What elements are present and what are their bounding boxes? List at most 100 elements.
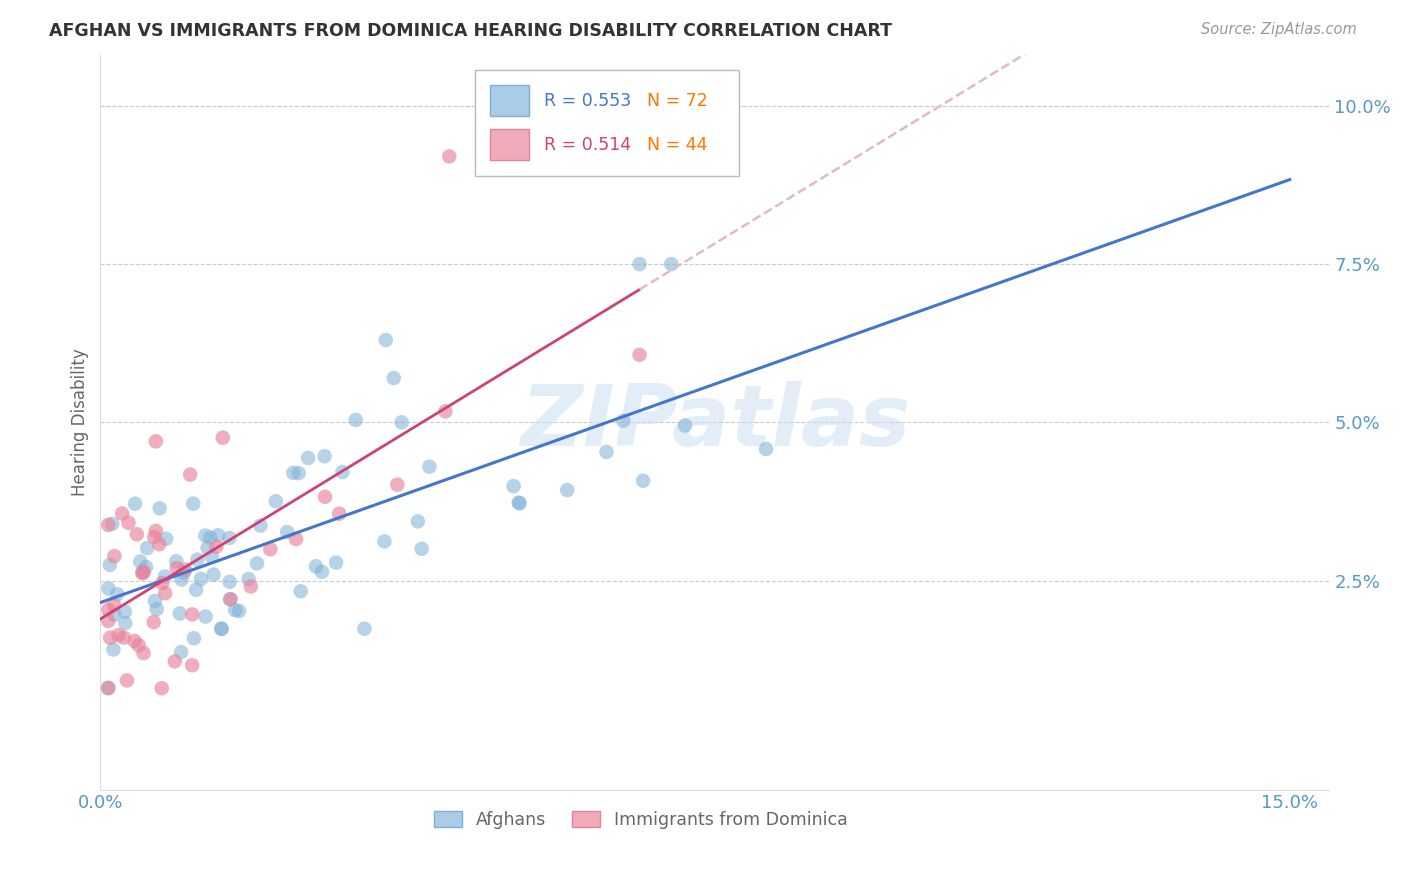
Text: N = 44: N = 44 (647, 136, 707, 153)
Point (150, 681, 173, 696)
Point (219, 592, 242, 607)
Point (197, 541, 219, 555)
Point (103, 549, 125, 563)
Point (97, 603, 120, 617)
Point (434, 404, 457, 418)
Point (194, 528, 217, 542)
FancyBboxPatch shape (475, 70, 740, 177)
Point (439, 149, 461, 163)
Point (325, 556, 347, 570)
Point (218, 531, 240, 545)
Point (145, 434, 167, 449)
Point (131, 566, 153, 581)
Point (205, 540, 228, 554)
Point (101, 516, 124, 531)
Point (135, 560, 157, 574)
Point (114, 605, 136, 619)
Point (174, 563, 197, 577)
Point (150, 576, 173, 591)
Point (148, 537, 170, 551)
Point (183, 631, 205, 645)
Point (238, 572, 260, 586)
Point (218, 574, 240, 589)
Text: R = 0.514: R = 0.514 (544, 136, 631, 153)
Point (344, 413, 367, 427)
Point (173, 566, 195, 580)
Text: ZIPatlas: ZIPatlas (520, 381, 910, 464)
Point (179, 467, 201, 482)
Point (145, 602, 167, 616)
Point (209, 622, 232, 636)
Point (290, 584, 312, 599)
Point (103, 598, 125, 612)
Point (211, 622, 233, 636)
Point (332, 465, 354, 479)
Point (228, 604, 250, 618)
Point (128, 638, 150, 652)
Point (201, 549, 224, 564)
Point (502, 479, 524, 493)
Point (249, 518, 271, 533)
Point (373, 534, 395, 549)
Point (224, 603, 246, 617)
Point (181, 607, 204, 622)
Point (659, 257, 682, 271)
Point (170, 645, 193, 659)
Point (628, 257, 651, 271)
Point (111, 507, 134, 521)
Point (131, 565, 153, 579)
Point (142, 615, 165, 629)
Point (153, 586, 176, 600)
Point (107, 628, 129, 642)
Point (406, 514, 429, 528)
Point (200, 531, 222, 545)
Point (194, 609, 217, 624)
Point (418, 459, 440, 474)
Point (207, 528, 229, 542)
Point (186, 552, 208, 566)
Point (612, 414, 634, 428)
Point (181, 658, 204, 673)
Point (125, 527, 148, 541)
FancyBboxPatch shape (489, 86, 529, 116)
Point (124, 634, 146, 648)
Point (153, 569, 176, 583)
Point (595, 445, 617, 459)
Point (163, 654, 186, 668)
Point (97, 681, 120, 696)
Point (155, 532, 177, 546)
Legend: Afghans, Immigrants from Dominica: Afghans, Immigrants from Dominica (427, 804, 855, 836)
Point (311, 565, 333, 579)
Point (631, 474, 654, 488)
Point (97, 681, 120, 695)
Text: AFGHAN VS IMMIGRANTS FROM DOMINICA HEARING DISABILITY CORRELATION CHART: AFGHAN VS IMMIGRANTS FROM DOMINICA HEARI… (49, 22, 893, 40)
Point (97, 582, 120, 596)
Point (145, 524, 167, 538)
Point (314, 449, 336, 463)
Point (285, 532, 308, 546)
Point (755, 442, 778, 456)
Point (328, 507, 350, 521)
Point (353, 622, 375, 636)
Point (129, 555, 152, 569)
Point (411, 541, 433, 556)
Point (374, 333, 396, 347)
Point (97, 517, 120, 532)
Point (382, 371, 405, 385)
Point (166, 561, 188, 575)
Point (219, 592, 242, 607)
Point (170, 573, 193, 587)
Point (97, 614, 120, 628)
Point (509, 496, 531, 510)
Point (305, 559, 328, 574)
Point (115, 673, 138, 688)
Point (314, 490, 336, 504)
Point (211, 431, 233, 445)
Point (132, 565, 155, 579)
Point (190, 572, 212, 586)
Text: N = 72: N = 72 (647, 92, 709, 110)
Point (136, 541, 159, 555)
Point (387, 477, 409, 491)
Point (181, 497, 204, 511)
Point (169, 607, 191, 621)
